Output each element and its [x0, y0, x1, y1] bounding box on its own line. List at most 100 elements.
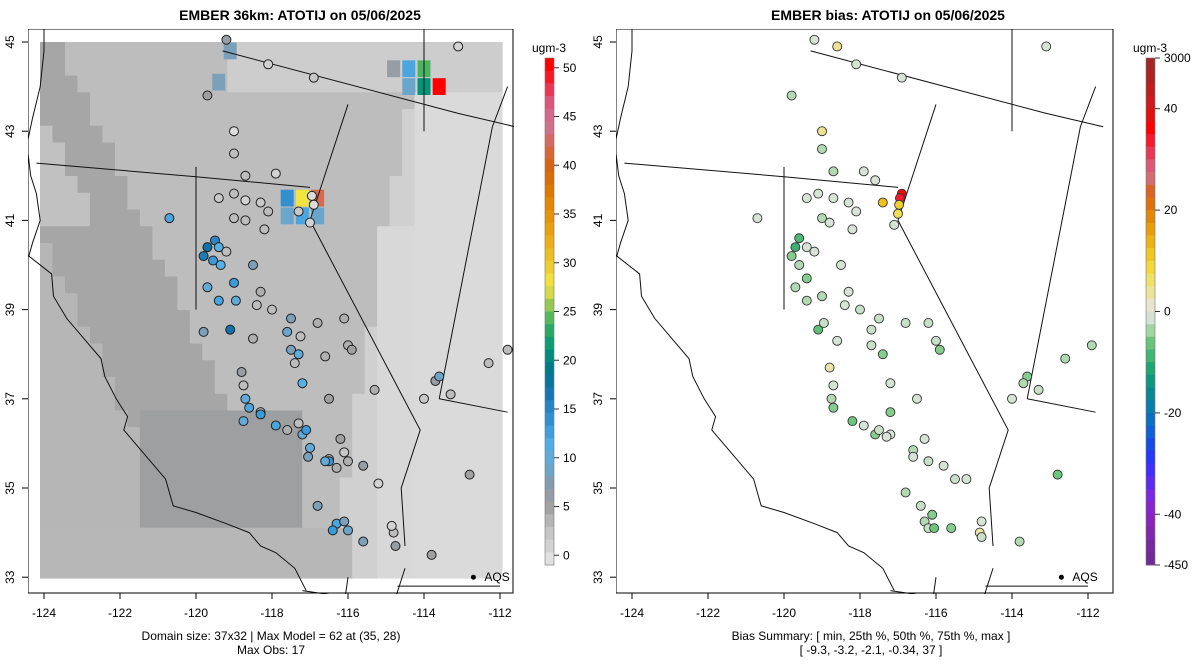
- obs-point: [225, 324, 236, 335]
- grid-cell: [77, 527, 91, 546]
- grid-cell: [114, 192, 129, 211]
- colorbar-units: ugm-3: [532, 41, 566, 55]
- bias-point: [976, 516, 987, 527]
- grid-cell: [152, 176, 166, 194]
- colorbar-segment: [1146, 108, 1155, 122]
- grid-cell: [477, 226, 491, 244]
- y-tick-label: 35: [3, 481, 17, 495]
- grid-cell: [227, 310, 241, 328]
- grid-cell: [464, 293, 478, 311]
- y-tick-label: 39: [3, 303, 17, 317]
- grid-cell: [114, 494, 129, 512]
- grid-cell: [314, 544, 328, 562]
- grid-cell: [389, 444, 403, 462]
- grid-cell: [327, 75, 341, 93]
- grid-cell: [102, 75, 116, 93]
- grid-cell: [40, 477, 54, 495]
- grid-cell: [189, 511, 203, 529]
- grid-cell: [164, 142, 178, 160]
- obs-point: [320, 351, 331, 362]
- grid-cell: [439, 209, 453, 227]
- bias-point: [809, 34, 820, 45]
- colorbar-segment: [545, 514, 554, 528]
- grid-cell: [352, 209, 366, 227]
- grid-cell: [64, 109, 79, 127]
- grid-cell: [414, 511, 428, 529]
- bias-point: [923, 318, 934, 328]
- bias-point: [851, 59, 862, 70]
- grid-cell: [352, 410, 366, 428]
- grid-cell: [89, 477, 104, 495]
- grid-cell: [264, 527, 278, 546]
- obs-point: [213, 193, 224, 204]
- grid-cell: [177, 410, 191, 428]
- colorbar-segment: [545, 146, 554, 160]
- az-ut-border: [1027, 398, 1096, 413]
- grid-cell: [102, 293, 116, 311]
- bias-point: [790, 282, 801, 293]
- grid-cell: [89, 42, 104, 60]
- bias-point: [934, 344, 945, 355]
- grid-cell: [239, 444, 253, 462]
- grid-cell: [40, 125, 54, 144]
- grid-cell: [164, 377, 178, 395]
- grid-cell: [52, 360, 66, 378]
- grid-cell: [164, 393, 178, 412]
- grid-cell: [189, 92, 203, 110]
- grid-cell: [277, 460, 291, 479]
- grid-cell: [277, 259, 291, 278]
- grid-cell: [339, 393, 353, 412]
- grid-cell: [339, 477, 353, 495]
- grid-cell: [327, 293, 341, 311]
- grid-cell: [452, 226, 466, 244]
- mask-left: [588, 0, 616, 600]
- grid-cell: [239, 527, 253, 546]
- bias-point: [1033, 384, 1044, 395]
- grid-cell: [489, 259, 503, 278]
- grid-cell: [439, 310, 453, 328]
- grid-cell: [402, 209, 416, 227]
- grid-cell: [64, 276, 79, 294]
- grid-cell: [127, 310, 141, 328]
- grid-cell: [227, 561, 241, 579]
- grid-cell: [127, 511, 141, 529]
- bias-point: [801, 193, 812, 204]
- grid-cell: [40, 259, 54, 278]
- grid-cell: [52, 494, 66, 512]
- grid-cell: [477, 544, 491, 562]
- grid-cell: [314, 125, 328, 144]
- footer-line: Max Obs: 17: [237, 643, 305, 657]
- grid-cell: [139, 259, 153, 278]
- obs-point: [339, 516, 350, 527]
- grid-cell: [364, 393, 378, 412]
- grid-cell: [414, 293, 428, 311]
- grid-cell: [302, 360, 316, 378]
- bias-point: [931, 335, 941, 346]
- grid-cell: [264, 511, 278, 529]
- grid-cell: [289, 494, 303, 512]
- grid-cell: [464, 75, 478, 93]
- grid-cell: [152, 460, 166, 479]
- grid-cell: [177, 276, 191, 294]
- grid-cell: [377, 75, 391, 93]
- grid-cell: [452, 92, 466, 110]
- grid-cell: [439, 176, 453, 194]
- grid-cell: [252, 42, 266, 60]
- grid-cell: [339, 92, 353, 110]
- bias-point: [866, 340, 877, 351]
- x-axis: -124 -122 -120 -118 -116 -114 -112: [620, 593, 1100, 620]
- grid-cell: [289, 75, 303, 93]
- grid-cell: [489, 494, 503, 512]
- obs-point: [373, 478, 384, 489]
- grid-cell: [152, 226, 166, 244]
- footer-line: Domain size: 37x32 | Max Model = 62 at (…: [142, 629, 401, 643]
- colorbar-segment: [1146, 311, 1155, 325]
- grid-cell: [452, 109, 466, 127]
- grid-cell: [202, 293, 216, 311]
- obs-point: [358, 536, 369, 547]
- grid-cell: [239, 142, 253, 160]
- grid-cell: [364, 310, 378, 328]
- grid-cell: [227, 494, 241, 512]
- colorbar-segment: [545, 260, 554, 274]
- grid-cell: [239, 92, 253, 110]
